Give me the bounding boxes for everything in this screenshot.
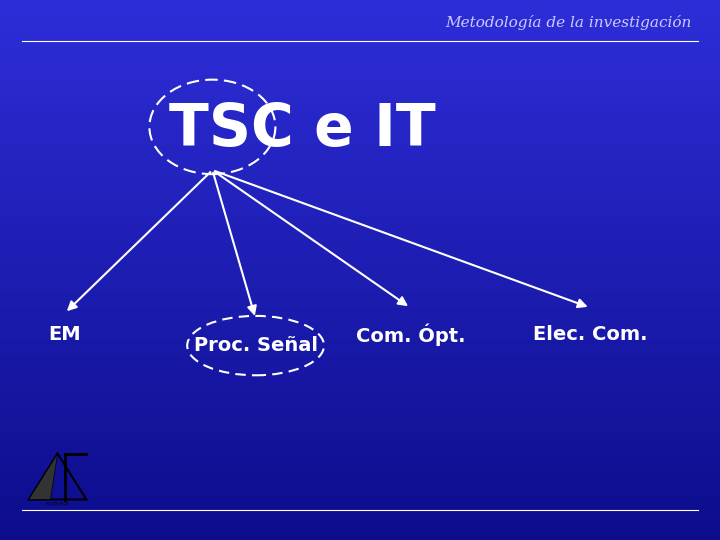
- Text: TSC e IT: TSC e IT: [169, 101, 436, 158]
- Polygon shape: [29, 454, 58, 500]
- Text: POLITECNICA: POLITECNICA: [46, 502, 69, 506]
- Text: Proc. Señal: Proc. Señal: [194, 336, 318, 355]
- Text: Com. Ópt.: Com. Ópt.: [356, 323, 465, 346]
- Text: EM: EM: [48, 325, 81, 345]
- Text: Metodología de la investigación: Metodología de la investigación: [445, 15, 691, 30]
- Text: Elec. Com.: Elec. Com.: [533, 325, 648, 345]
